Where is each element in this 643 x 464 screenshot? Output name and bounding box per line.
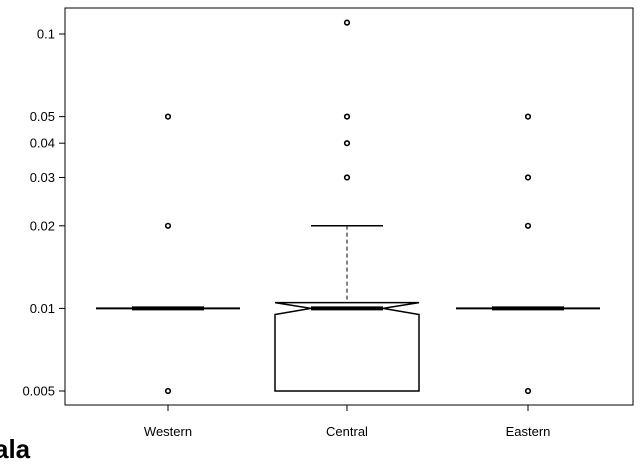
y-tick-label: 0.01 — [30, 301, 55, 316]
outlier-point — [524, 387, 532, 395]
x-tick-label: Eastern — [506, 424, 551, 439]
box-eastern — [456, 113, 600, 395]
outlier-point — [164, 387, 172, 395]
x-axis: Western Central Eastern — [144, 405, 550, 439]
outlier-point — [343, 140, 351, 147]
y-tick-label: 0.03 — [30, 170, 55, 185]
plot-frame — [64, 7, 634, 406]
x-tick-label: Western — [144, 424, 192, 439]
box-western — [96, 113, 240, 395]
x-tick-label: Central — [326, 424, 368, 439]
y-axis: 0.1 0.05 0.04 0.03 0.02 0.01 0.005 — [22, 27, 65, 399]
boxplot-chart: 0.1 0.05 0.04 0.03 0.02 0.01 0.005 Western Cent… — [22, 7, 634, 439]
stray-caption-text: ala — [0, 434, 31, 464]
y-tick-label: 0.005 — [22, 384, 55, 399]
outlier-point — [164, 113, 172, 120]
box-group — [96, 19, 600, 395]
outlier-point — [524, 174, 532, 181]
outlier-point — [524, 113, 532, 120]
outlier-point — [164, 222, 172, 229]
box-central — [274, 19, 420, 392]
outlier-point — [343, 113, 351, 120]
y-tick-label: 0.02 — [30, 218, 55, 233]
outlier-point — [343, 19, 351, 26]
y-tick-label: 0.04 — [30, 136, 55, 151]
outlier-point — [524, 222, 532, 229]
outlier-point — [343, 174, 351, 181]
y-tick-label: 0.1 — [37, 27, 55, 42]
box-body — [274, 301, 420, 392]
y-tick-label: 0.05 — [30, 109, 55, 124]
